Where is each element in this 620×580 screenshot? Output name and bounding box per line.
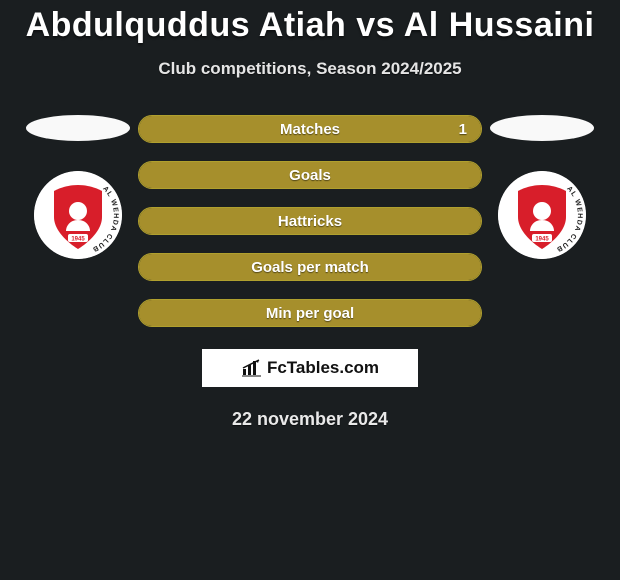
stat-bar: Goals per match (138, 253, 482, 281)
stat-bar: Matches1 (138, 115, 482, 143)
page-title: Abdulquddus Atiah vs Al Hussaini (26, 6, 595, 45)
svg-text:1945: 1945 (71, 237, 85, 243)
stat-bar-value-left (139, 116, 167, 142)
page-subtitle: Club competitions, Season 2024/2025 (158, 59, 461, 79)
stat-bars: Matches1 Goals Hattricks Goals per match Min… (138, 115, 482, 327)
stat-bar-value-left (139, 208, 167, 234)
stat-bar-label: Hattricks (139, 208, 481, 234)
stat-bar: Min per goal (138, 299, 482, 327)
stat-bar-value-right (453, 208, 481, 234)
player-left-col: 1945 AL WEHDA CLUB (18, 115, 138, 259)
comparison-body: 1945 AL WEHDA CLUB Matches1 Goals Hattrick… (0, 115, 620, 327)
svg-text:1945: 1945 (535, 237, 549, 243)
stat-bar-label: Goals per match (139, 254, 481, 280)
stat-bar: Hattricks (138, 207, 482, 235)
stat-bar-label: Matches (139, 116, 481, 142)
club-badge-icon: 1945 AL WEHDA CLUB (498, 171, 586, 259)
player-right-col: 1945 AL WEHDA CLUB (482, 115, 602, 259)
player-right-ellipse (490, 115, 594, 141)
stat-bar-value-right: 1 (445, 116, 481, 142)
stat-bar-value-right (453, 254, 481, 280)
stat-bar-label: Goals (139, 162, 481, 188)
stat-bar: Goals (138, 161, 482, 189)
bar-chart-icon (241, 359, 263, 377)
player-right-club-badge: 1945 AL WEHDA CLUB (498, 171, 586, 259)
player-left-ellipse (26, 115, 130, 141)
stat-bar-value-right (453, 300, 481, 326)
stat-bar-value-left (139, 162, 167, 188)
stat-bar-value-left (139, 254, 167, 280)
stat-bar-label: Min per goal (139, 300, 481, 326)
snapshot-date: 22 november 2024 (232, 409, 388, 430)
club-badge-icon: 1945 AL WEHDA CLUB (34, 171, 122, 259)
brand-box[interactable]: FcTables.com (202, 349, 418, 387)
stat-bar-value-left (139, 300, 167, 326)
brand-text: FcTables.com (267, 358, 379, 378)
stat-bar-value-right (453, 162, 481, 188)
comparison-card: Abdulquddus Atiah vs Al Hussaini Club co… (0, 0, 620, 580)
player-left-club-badge: 1945 AL WEHDA CLUB (34, 171, 122, 259)
